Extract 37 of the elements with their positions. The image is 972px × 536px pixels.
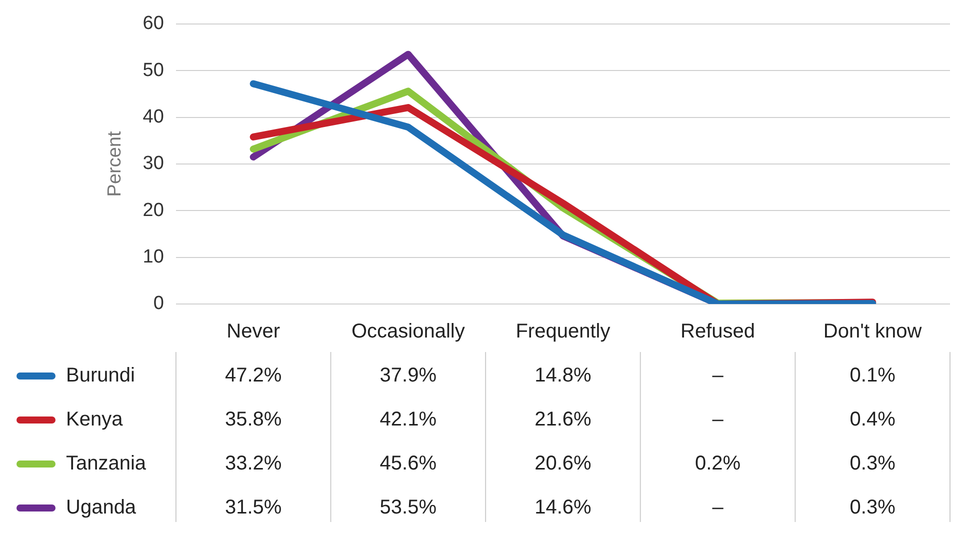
x-tick-label: Don't know <box>823 320 922 343</box>
data-label: 45.6% <box>380 452 437 475</box>
data-label: 33.2% <box>224 452 282 475</box>
y-tick-label: 60 <box>142 13 164 34</box>
y-tick-label: 30 <box>142 153 164 174</box>
x-tick-label: Never <box>226 320 280 343</box>
data-label: 0.1% <box>850 364 896 387</box>
y-axis-title: Percent <box>104 130 126 197</box>
data-label: 20.6% <box>534 452 592 475</box>
data-label: – <box>712 496 724 519</box>
legend-label: Uganda <box>66 496 137 519</box>
x-tick-label: Frequently <box>516 320 610 343</box>
y-tick-label: 50 <box>142 60 164 81</box>
data-label: 37.9% <box>380 364 437 387</box>
data-label: – <box>712 408 724 431</box>
data-label: 0.4% <box>850 408 896 431</box>
legend-label: Burundi <box>66 364 135 387</box>
x-tick-label: Refused <box>680 320 756 343</box>
legend-label: Kenya <box>66 408 124 431</box>
y-tick-label: 0 <box>153 293 164 314</box>
data-label: 14.6% <box>534 496 592 519</box>
data-label: 35.8% <box>224 408 282 431</box>
legend-label: Tanzania <box>66 452 147 475</box>
data-label: 14.8% <box>534 364 592 387</box>
data-label: 0.2% <box>694 452 741 475</box>
y-tick-label: 20 <box>142 200 164 221</box>
y-tick-label: 40 <box>142 106 164 128</box>
x-tick-label: Occasionally <box>351 320 465 343</box>
data-label: 42.1% <box>380 408 437 431</box>
y-tick-label: 10 <box>142 246 164 268</box>
data-label: 53.5% <box>380 496 437 519</box>
data-label: – <box>712 364 724 387</box>
data-label: 21.6% <box>534 408 592 431</box>
data-label: 47.2% <box>224 364 282 387</box>
data-label: 0.3% <box>850 452 896 475</box>
data-label: 0.3% <box>850 496 896 519</box>
data-label: 31.5% <box>224 496 282 519</box>
